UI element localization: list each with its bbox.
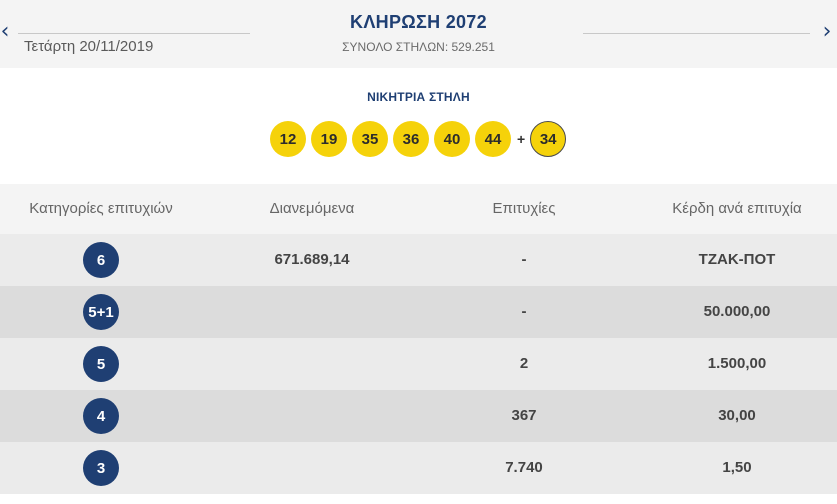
- divider-left: [18, 33, 250, 34]
- prize-cell: 1,50: [722, 459, 752, 476]
- number-ball: 12: [270, 121, 306, 157]
- plus-sign: +: [517, 131, 526, 147]
- header-prize-per-winner: Κέρδη ανά επιτυχία: [672, 200, 802, 217]
- number-ball: 44: [475, 121, 511, 157]
- header-distributed: Διανεμόμενα: [269, 200, 355, 217]
- category-badge: 5+1: [83, 294, 119, 330]
- distributed-cell: 671.689,14: [274, 251, 350, 268]
- winners-cell: 7.740: [505, 459, 543, 476]
- winners-cell: -: [521, 303, 527, 320]
- category-badge: 6: [83, 242, 119, 278]
- draw-title: ΚΛΗΡΩΣΗ 2072: [350, 12, 487, 32]
- total-columns: ΣΥΝΟΛΟ ΣΤΗΛΩΝ: 529.251: [342, 40, 495, 54]
- winners-cell: 2: [519, 355, 529, 372]
- prize-cell: 30,00: [718, 407, 756, 424]
- bonus-ball: 34: [530, 121, 567, 157]
- category-badge: 5: [83, 346, 119, 382]
- winning-column-section: ΝΙΚΗΤΡΙΑ ΣΤΗΛΗ 12 19 35 36 40 44 + 34: [0, 68, 837, 184]
- prize-table-header: Κατηγορίες επιτυχιών Διανεμόμενα Επιτυχί…: [0, 184, 837, 234]
- number-ball: 40: [434, 121, 470, 157]
- number-ball: 19: [311, 121, 347, 157]
- number-ball: 36: [393, 121, 429, 157]
- category-badge: 4: [83, 398, 119, 434]
- header-winners: Επιτυχίες: [492, 200, 556, 217]
- draw-header: ‹ Τετάρτη 20/11/2019 ΚΛΗΡΩΣΗ 2072 ΣΥΝΟΛΟ…: [0, 0, 837, 68]
- category-badge: 3: [83, 450, 119, 486]
- header-categories: Κατηγορίες επιτυχιών: [29, 200, 173, 217]
- prize-cell: 50.000,00: [703, 303, 771, 320]
- winners-cell: 367: [511, 407, 537, 424]
- chevron-left-icon[interactable]: ‹: [0, 19, 10, 44]
- table-row: 5 2 1.500,00: [0, 338, 837, 390]
- number-ball: 35: [352, 121, 388, 157]
- table-row: 6 671.689,14 - ΤΖΑΚ-ΠΟΤ: [0, 234, 837, 286]
- table-row: 4 367 30,00: [0, 390, 837, 442]
- prize-cell: ΤΖΑΚ-ΠΟΤ: [698, 251, 776, 268]
- prize-cell: 1.500,00: [707, 355, 767, 372]
- winning-column-title: ΝΙΚΗΤΡΙΑ ΣΤΗΛΗ: [367, 90, 470, 104]
- table-row: 5+1 - 50.000,00: [0, 286, 837, 338]
- chevron-right-icon[interactable]: ›: [822, 19, 832, 44]
- table-row: 3 7.740 1,50: [0, 442, 837, 494]
- divider-right: [583, 33, 810, 34]
- winning-numbers: 12 19 35 36 40 44 + 34: [270, 120, 567, 158]
- winners-cell: -: [521, 251, 527, 268]
- draw-date: Τετάρτη 20/11/2019: [24, 38, 154, 55]
